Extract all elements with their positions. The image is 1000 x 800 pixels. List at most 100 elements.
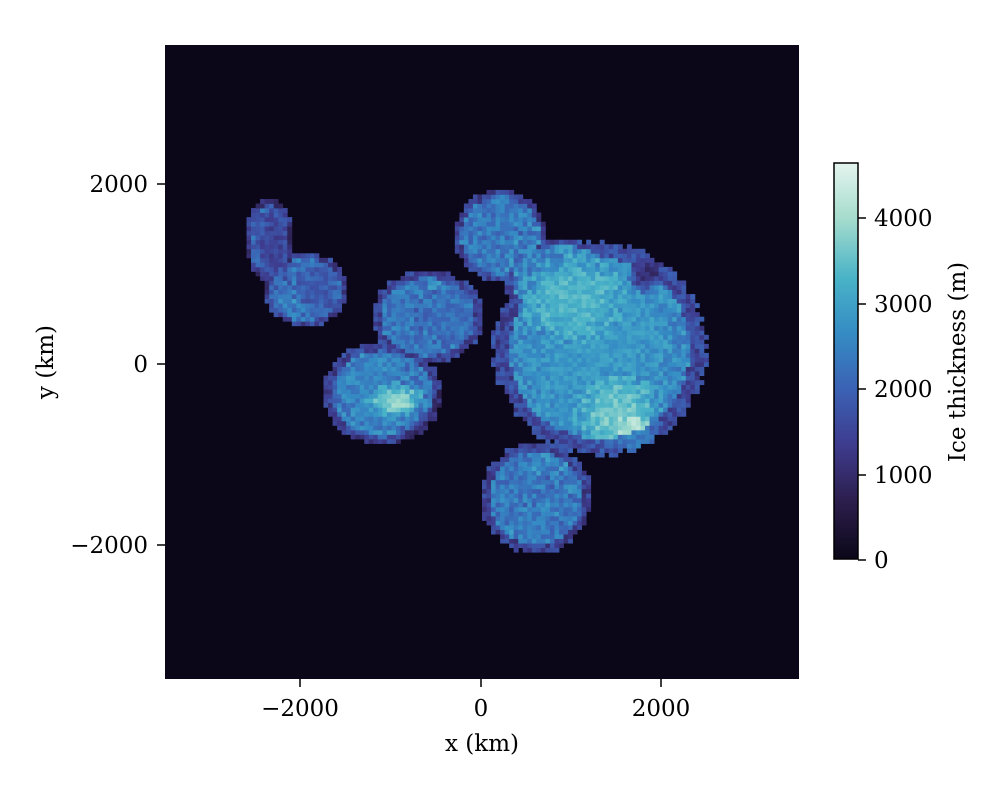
heatmap-cell (305, 253, 311, 259)
heatmap-cell (513, 230, 519, 236)
heatmap-cell (558, 298, 564, 304)
heatmap-cell (495, 257, 501, 263)
heatmap-cell (495, 466, 501, 472)
heatmap-cell (549, 307, 555, 313)
heatmap-cell (355, 384, 361, 390)
heatmap-cell (450, 307, 456, 313)
heatmap-cell (640, 393, 646, 399)
heatmap-cell (626, 316, 632, 322)
heatmap-cell (341, 362, 347, 367)
heatmap-cell (545, 502, 551, 508)
heatmap-cell (581, 275, 587, 281)
heatmap-cell (649, 434, 655, 440)
heatmap-cell (572, 316, 578, 322)
heatmap-cell (527, 470, 533, 476)
heatmap-cell (522, 448, 528, 453)
heatmap-cell (604, 316, 610, 322)
heatmap-cell (468, 239, 474, 245)
heatmap-cell (545, 384, 551, 390)
heatmap-cell (568, 515, 573, 521)
heatmap-cell (269, 275, 275, 281)
heatmap-cell (423, 416, 429, 422)
heatmap-cell (572, 375, 578, 381)
heatmap-cell (649, 262, 655, 268)
heatmap-cell (468, 285, 474, 290)
heatmap-cell (581, 493, 587, 499)
heatmap-cell (509, 280, 515, 286)
heatmap-cell (377, 371, 383, 376)
heatmap-cell (504, 312, 510, 318)
heatmap-cell (554, 529, 560, 535)
heatmap-cell (472, 289, 478, 295)
heatmap-cell (518, 452, 524, 458)
heatmap-cell (427, 407, 433, 413)
heatmap-cell (518, 411, 524, 417)
heatmap-cell (386, 416, 392, 422)
heatmap-cell (518, 475, 524, 481)
heatmap-cell (346, 371, 352, 376)
heatmap-cell (613, 362, 619, 367)
heatmap-cell (450, 348, 456, 354)
heatmap-cell (554, 330, 560, 336)
heatmap-cell (328, 371, 333, 376)
heatmap-cell (531, 488, 537, 494)
heatmap-cell (509, 325, 515, 331)
colorbar-tick-label: 0 (874, 548, 889, 574)
heatmap-cell (563, 275, 569, 281)
heatmap-cell (491, 339, 496, 345)
heatmap-cell (572, 398, 578, 404)
heatmap-cell (613, 321, 619, 327)
heatmap-cell (590, 425, 596, 431)
heatmap-cell (604, 371, 610, 376)
heatmap-cell (463, 330, 469, 336)
heatmap-cell (332, 271, 338, 277)
heatmap-cell (386, 316, 392, 322)
heatmap-cell (305, 257, 311, 263)
heatmap-cell (685, 343, 691, 349)
heatmap-cell (273, 221, 279, 227)
heatmap-cell (645, 371, 650, 376)
heatmap-cell (509, 461, 515, 467)
heatmap-cell (504, 198, 510, 204)
heatmap-cell (405, 362, 410, 367)
heatmap-cell (613, 271, 619, 277)
heatmap-cell (418, 393, 424, 399)
heatmap-cell (554, 434, 560, 440)
heatmap-cell (513, 325, 519, 331)
heatmap-cell (405, 285, 410, 290)
heatmap-cell (463, 321, 469, 327)
heatmap-cell (572, 280, 578, 286)
heatmap-cell (549, 429, 555, 435)
heatmap-cell (608, 375, 614, 381)
heatmap-cell (563, 497, 569, 503)
heatmap-cell (540, 484, 546, 490)
heatmap-cell (540, 434, 546, 440)
heatmap-cell (595, 266, 601, 272)
heatmap-cell (645, 434, 650, 440)
heatmap-cell (613, 325, 619, 331)
heatmap-cell (540, 330, 546, 336)
heatmap-cell (504, 484, 510, 490)
heatmap-cell (418, 280, 424, 286)
heatmap-cell (568, 438, 573, 444)
heatmap-cell (500, 520, 506, 526)
heatmap-cell (522, 402, 528, 408)
heatmap-cell (278, 212, 284, 218)
heatmap-cell (649, 375, 655, 381)
heatmap-cell (391, 375, 397, 381)
heatmap-cell (495, 497, 501, 503)
heatmap-cell (518, 543, 524, 549)
heatmap-cell (613, 393, 619, 399)
heatmap-cell (545, 515, 551, 521)
heatmap-cell (504, 529, 510, 535)
heatmap-cell (622, 348, 628, 354)
heatmap-cell (373, 411, 379, 417)
heatmap-cell (654, 294, 660, 299)
heatmap-cell (645, 416, 650, 422)
heatmap-cell (504, 475, 510, 481)
heatmap-cell (568, 497, 573, 503)
heatmap-cell (386, 280, 392, 286)
heatmap-cell (568, 371, 573, 376)
heatmap-cell (536, 497, 542, 503)
heatmap-cell (613, 411, 619, 417)
